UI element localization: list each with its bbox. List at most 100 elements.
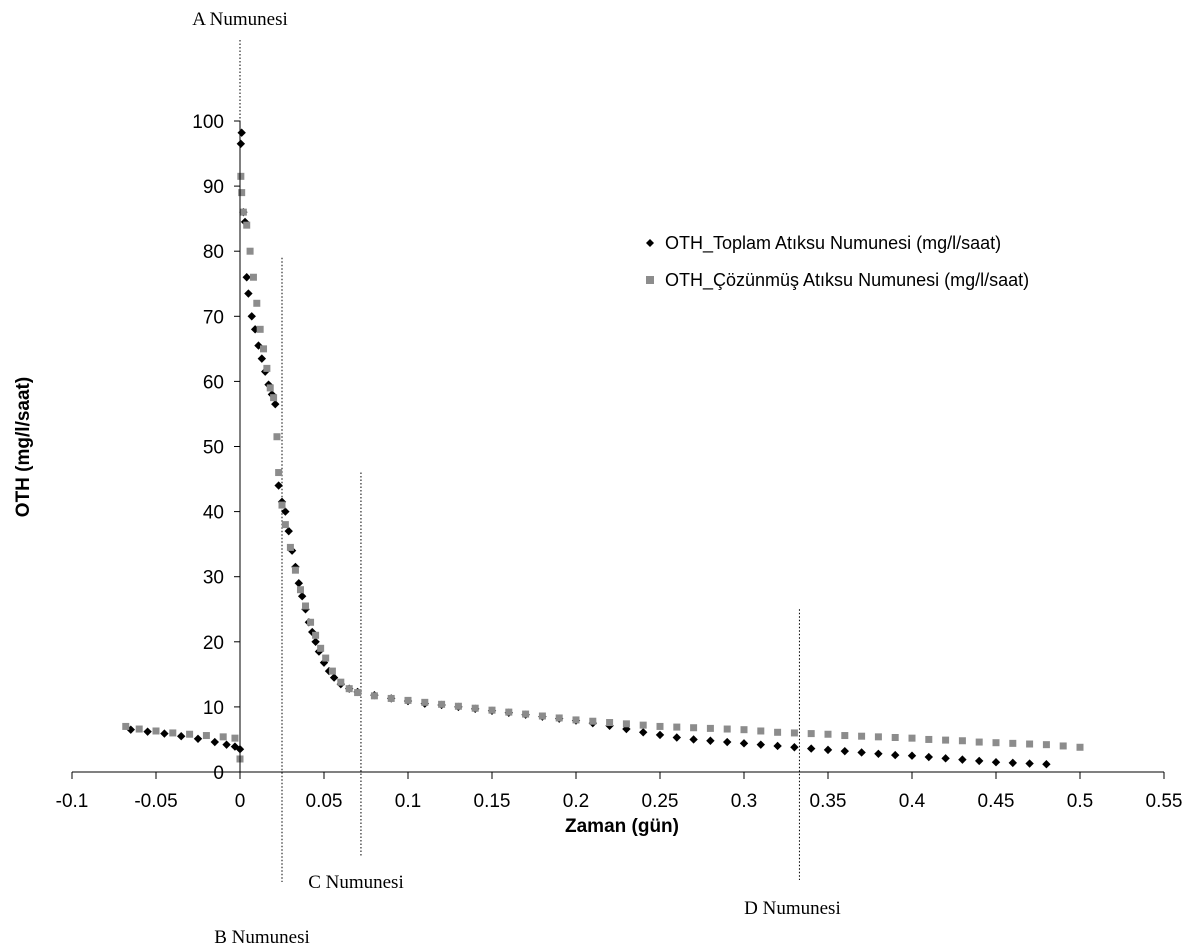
y-tick-label: 40 [203, 503, 224, 524]
annotation-label: D Numunesi [744, 898, 841, 919]
annotation-label: A Numunesi [192, 9, 288, 30]
data-point [992, 739, 1000, 747]
data-point [673, 723, 681, 731]
y-tick-label: 70 [203, 307, 224, 328]
data-point [281, 521, 289, 529]
data-point [1059, 742, 1067, 750]
series-1 [126, 128, 1051, 769]
data-point [942, 736, 950, 744]
data-point [231, 734, 239, 742]
data-point [555, 714, 563, 722]
data-point [723, 737, 732, 747]
data-point [242, 273, 251, 282]
data-point [322, 654, 330, 662]
data-point [975, 756, 984, 766]
data-point [237, 172, 245, 180]
series-layer [122, 128, 1084, 769]
data-point [244, 289, 253, 298]
data-point [757, 727, 765, 735]
data-point [723, 725, 731, 733]
data-point [690, 724, 698, 732]
data-point [239, 208, 247, 216]
data-point [257, 354, 267, 363]
data-point [193, 734, 203, 743]
data-point [958, 755, 967, 764]
data-point [925, 735, 933, 743]
data-point [773, 741, 782, 751]
data-point [260, 345, 268, 353]
data-point [807, 744, 816, 753]
x-tick-label: 0.2 [563, 791, 589, 812]
data-point [656, 722, 664, 730]
data-point [639, 728, 648, 737]
data-point [404, 696, 412, 704]
data-point [1025, 759, 1034, 768]
y-ticks: 0 10 20 30 40 50 60 70 80 90 100 [192, 112, 240, 784]
data-point [311, 637, 320, 646]
x-tick-label: 0.5 [1067, 791, 1093, 812]
x-tick-label: 0.45 [978, 791, 1015, 812]
legend-label: OTH_Toplam Atıksu Numunesi (mg/l/saat) [665, 233, 1001, 254]
sample-annotations: A Numunesi B Numunesi C Numunesi D Numunesi [192, 9, 840, 948]
data-point [177, 731, 186, 741]
x-tick-label: 0.4 [899, 791, 926, 812]
data-point [281, 507, 290, 516]
data-point [421, 698, 429, 706]
data-point [284, 526, 293, 536]
y-tick-label: 90 [203, 177, 224, 198]
data-point [307, 618, 315, 626]
data-point [572, 716, 580, 724]
data-point [273, 433, 281, 441]
data-point [328, 667, 336, 675]
data-point [246, 247, 254, 255]
data-point [186, 730, 194, 738]
data-point [941, 754, 950, 763]
data-point [589, 717, 597, 725]
data-point [263, 364, 271, 372]
data-point [370, 692, 378, 700]
data-point [740, 726, 748, 734]
data-point [522, 710, 530, 718]
data-point [249, 273, 257, 281]
data-point [294, 579, 303, 588]
data-point [337, 678, 345, 686]
data-point [454, 702, 462, 710]
data-point [790, 743, 799, 752]
data-point [354, 689, 362, 697]
y-tick-label: 10 [203, 698, 224, 719]
data-point [874, 749, 883, 758]
data-point [655, 730, 665, 740]
data-point [739, 739, 749, 748]
legend-label: OTH_Çözünmüş Atıksu Numunesi (mg/l/saat) [665, 270, 1029, 291]
data-point [840, 746, 849, 756]
data-point [122, 722, 130, 730]
annotation-label: C Numunesi [308, 872, 404, 893]
data-point [1042, 741, 1050, 749]
data-point [169, 729, 177, 737]
y-tick-label: 30 [203, 568, 224, 589]
data-point [606, 719, 614, 727]
data-point [874, 733, 882, 741]
data-point [236, 139, 246, 148]
data-point [689, 735, 698, 744]
data-point [706, 736, 715, 745]
data-point [286, 543, 294, 551]
data-point [891, 750, 900, 760]
data-point [302, 602, 310, 610]
legend: OTH_Toplam Atıksu Numunesi (mg/l/saat) OT… [646, 233, 1029, 291]
data-point [891, 733, 899, 741]
y-tick-label: 0 [213, 763, 224, 784]
data-point [126, 725, 135, 734]
x-tick-label: 0.1 [395, 791, 421, 812]
data-point [222, 740, 231, 749]
data-point [756, 740, 765, 749]
data-point [538, 712, 546, 720]
data-point [319, 658, 329, 667]
data-point [296, 586, 304, 594]
x-ticks: -0.1 -0.05 0 0.05 0.1 0.15 0.2 0.25 0.3 0.35 0.4 0.… [56, 772, 1182, 812]
data-point [152, 727, 160, 735]
x-tick-label: 0.35 [810, 791, 847, 812]
data-point [237, 128, 246, 137]
data-point [1026, 740, 1034, 748]
data-point [975, 738, 983, 746]
